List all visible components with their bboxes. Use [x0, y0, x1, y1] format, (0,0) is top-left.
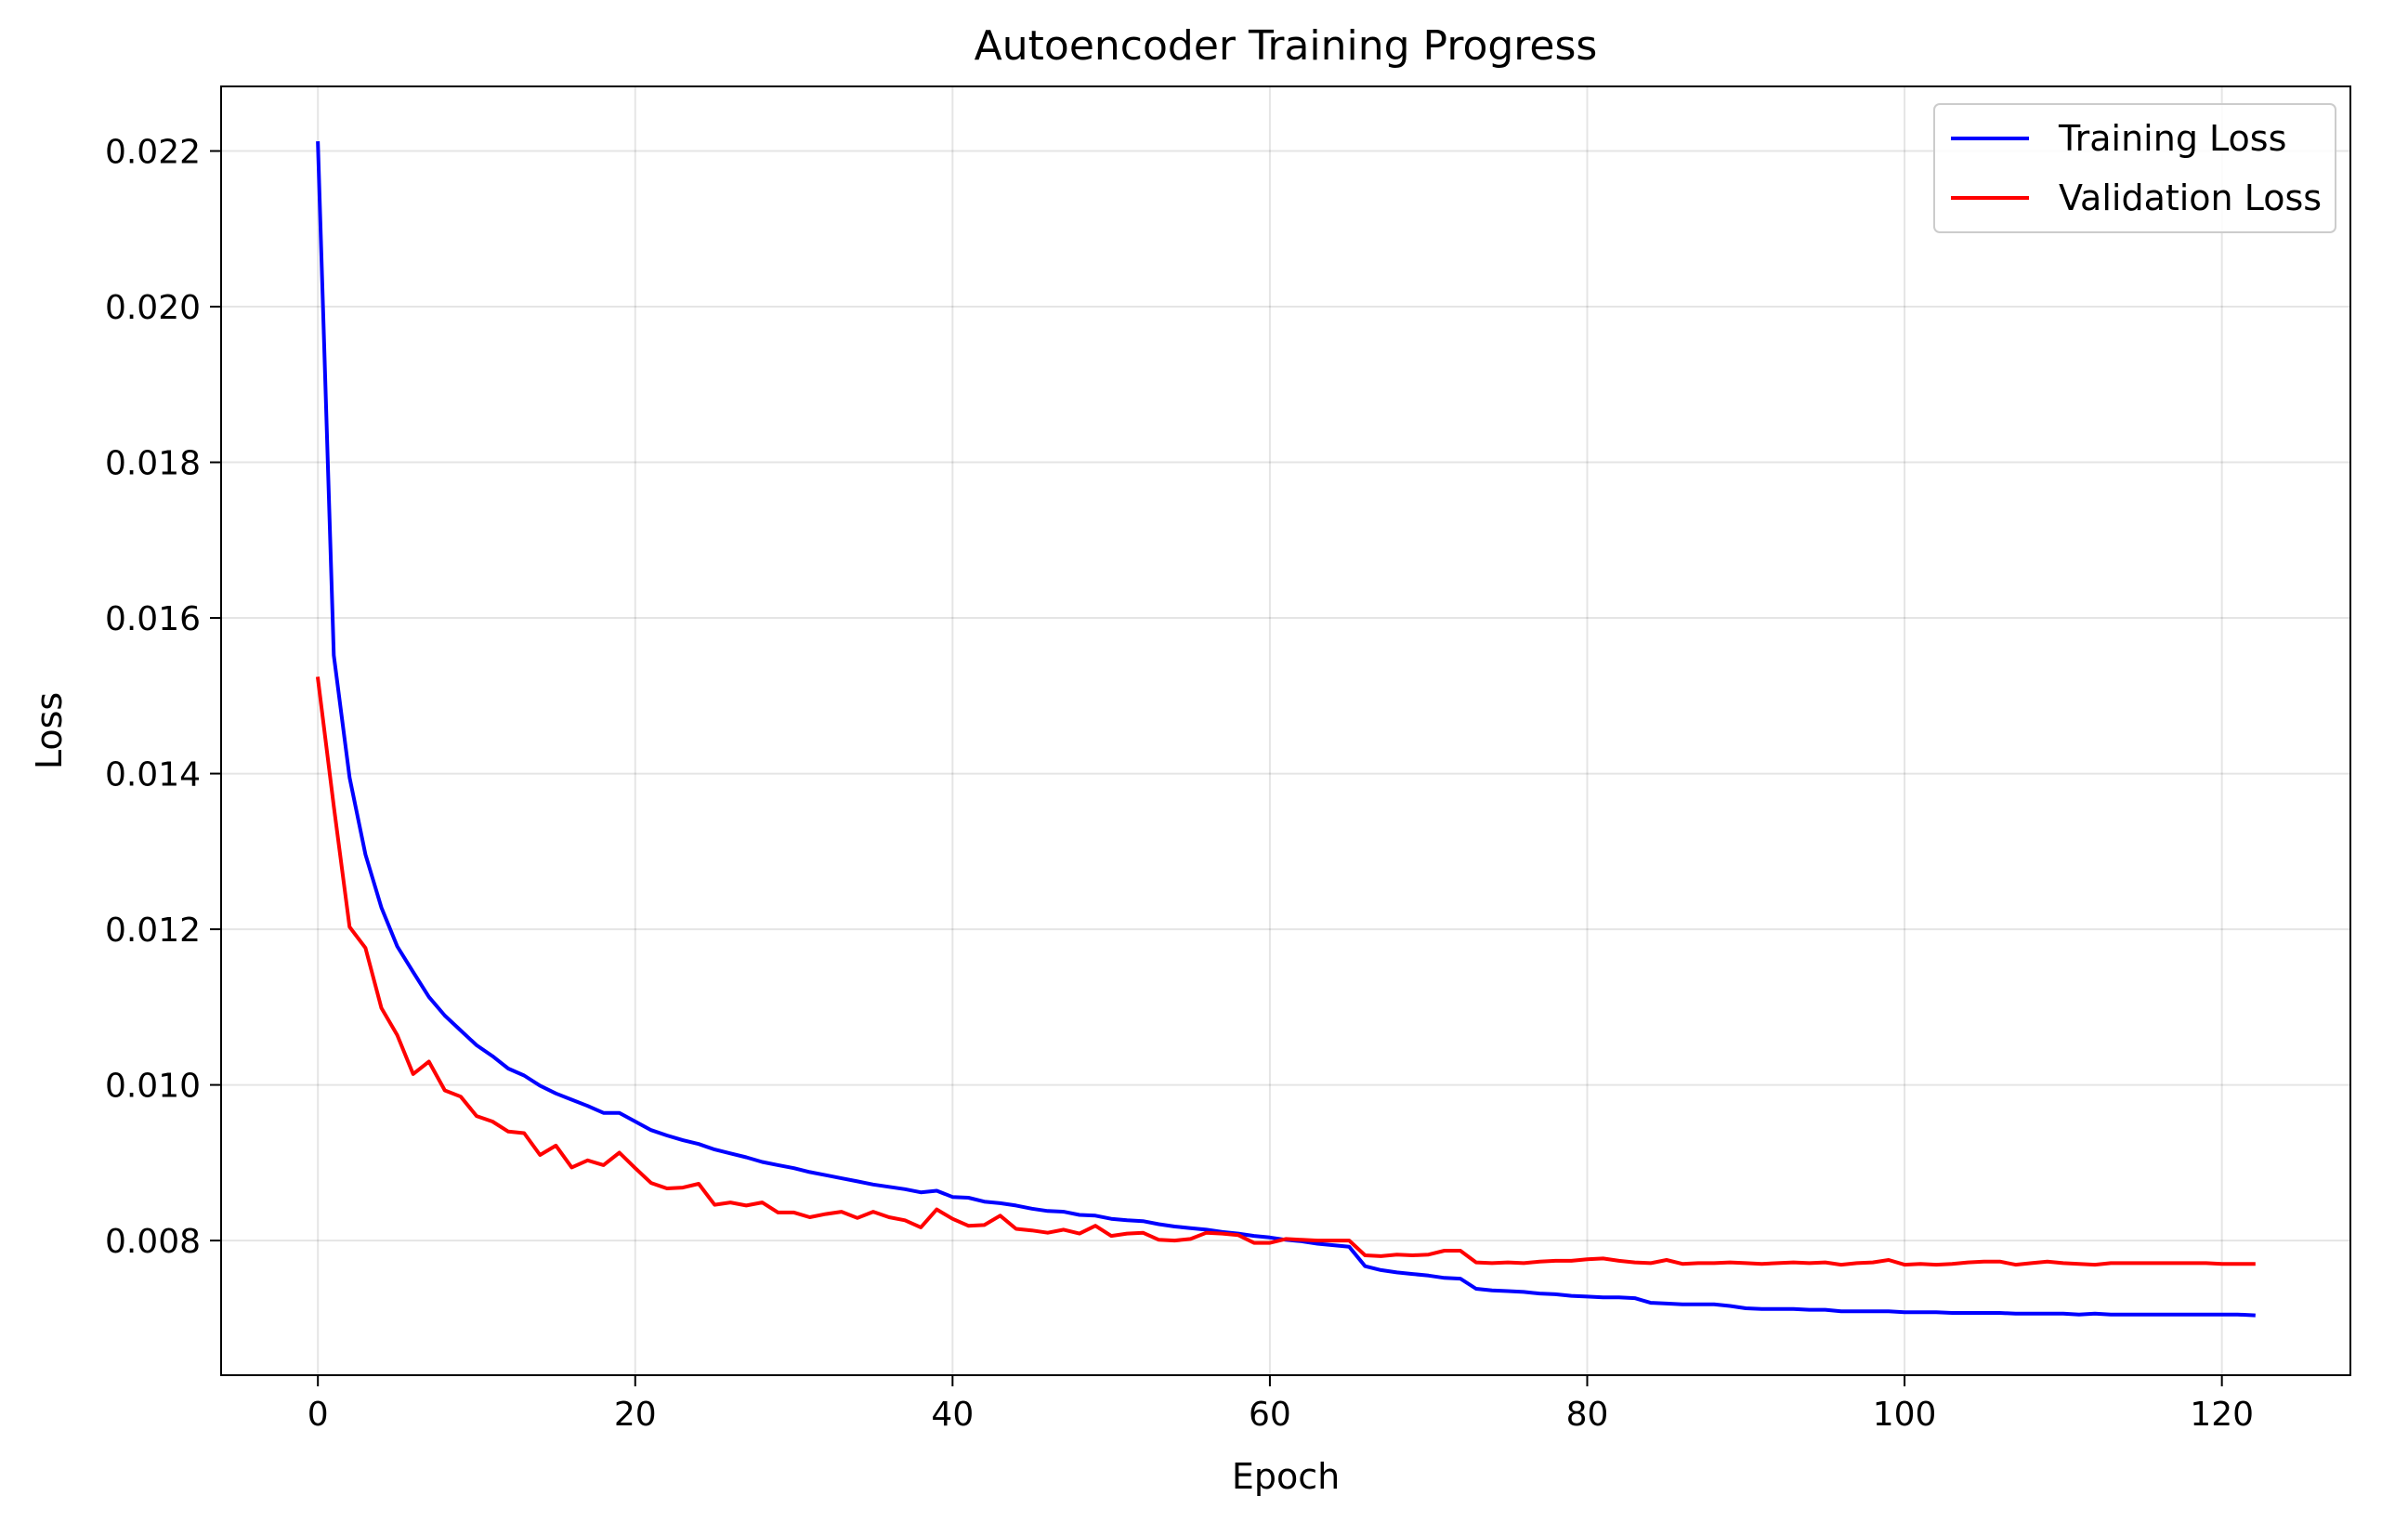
x-tick-label: 80	[1566, 1396, 1609, 1434]
x-tick-label: 20	[614, 1396, 657, 1434]
x-tick-label: 40	[931, 1396, 974, 1434]
x-axis-ticks: 0 20 40 60 80 100 120	[308, 1375, 2254, 1434]
y-tick-label: 0.014	[105, 756, 201, 794]
x-tick-label: 0	[308, 1396, 329, 1434]
plot-frame	[220, 85, 2351, 1376]
y-axis-label: Loss	[29, 692, 70, 769]
y-axis-ticks: 0.008 0.010 0.012 0.014 0.016 0.018 0.020 0.022	[105, 134, 221, 1261]
x-tick-label: 120	[2190, 1396, 2254, 1434]
series-layer	[315, 141, 2256, 1318]
x-tick-label: 100	[1873, 1396, 1937, 1434]
gridlines	[221, 86, 2350, 1375]
y-tick-label: 0.020	[105, 289, 201, 327]
y-tick-label: 0.008	[105, 1223, 201, 1261]
legend-label-validation-loss: Validation Loss	[2059, 177, 2322, 218]
y-tick-label: 0.022	[105, 134, 201, 172]
x-tick-label: 60	[1249, 1396, 1291, 1434]
y-tick-label: 0.016	[105, 600, 201, 638]
legend-label-training-loss: Training Loss	[2058, 118, 2286, 159]
x-axis-label: Epoch	[1232, 1456, 1340, 1497]
legend: Training Loss Validation Loss	[1933, 103, 2336, 233]
y-tick-label: 0.012	[105, 912, 201, 950]
chart-title: Autoencoder Training Progress	[975, 22, 1598, 70]
legend-box	[1933, 103, 2336, 233]
y-tick-label: 0.018	[105, 445, 201, 483]
y-tick-label: 0.010	[105, 1068, 201, 1106]
series-line-validation-loss	[315, 676, 2256, 1267]
